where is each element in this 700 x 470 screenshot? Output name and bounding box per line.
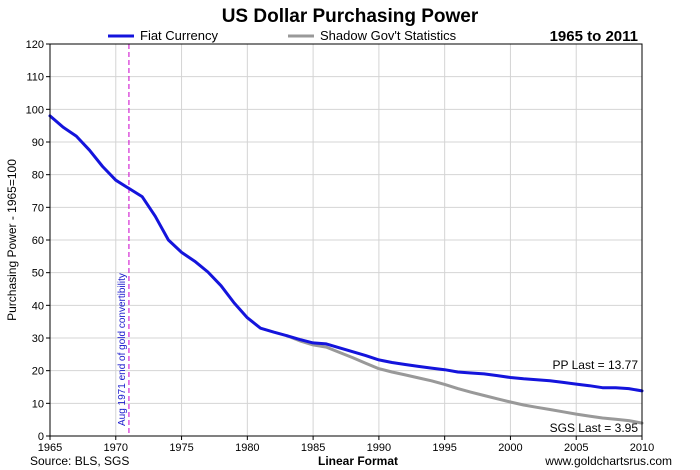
axis-ticks: 0 10 20 30 40 50 60 70 80 90 100 110 120 1965 1970 1975… (26, 39, 655, 454)
legend-label-sgs: Shadow Gov't Statistics (320, 28, 457, 43)
y-tick-label: 70 (32, 202, 44, 214)
gold-convertibility-label: Aug 1971 end of gold convertibility (117, 273, 128, 426)
y-tick-label: 10 (32, 398, 44, 410)
y-axis-label: Purchasing Power - 1965=100 (5, 159, 19, 321)
chart-subtitle: 1965 to 2011 (550, 28, 638, 45)
website-footer: www.goldchartsrus.com (544, 454, 672, 468)
x-tick-label: 1995 (432, 442, 456, 454)
x-tick-label: 2010 (630, 442, 654, 454)
y-tick-label: 100 (26, 104, 44, 116)
vertical-marker: Aug 1971 end of gold convertibility (117, 44, 130, 436)
y-tick-label: 0 (38, 431, 44, 443)
y-tick-label: 50 (32, 268, 44, 280)
y-tick-label: 120 (26, 39, 44, 51)
legend: Fiat Currency Shadow Gov't Statistics (108, 28, 457, 43)
y-tick-label: 20 (32, 366, 44, 378)
x-tick-label: 1965 (38, 442, 62, 454)
y-tick-label: 110 (26, 72, 44, 84)
source-footer: Source: BLS, SGS (30, 454, 129, 468)
sgs-last-annotation: SGS Last = 3.95 (550, 421, 639, 435)
grid (50, 44, 642, 436)
legend-label-fiat: Fiat Currency (140, 28, 219, 43)
series-layer (48, 114, 644, 425)
y-tick-label: 30 (32, 333, 44, 345)
x-tick-label: 1990 (367, 442, 391, 454)
series-line-sgs (285, 334, 644, 425)
x-tick-label: 1985 (301, 442, 325, 454)
x-tick-label: 1970 (104, 442, 128, 454)
x-tick-label: 2005 (564, 442, 588, 454)
y-tick-label: 60 (32, 235, 44, 247)
chart-title: US Dollar Purchasing Power (222, 6, 479, 27)
x-axis-label: Linear Format (318, 454, 398, 468)
series-line-fiat (48, 114, 644, 393)
y-tick-label: 40 (32, 300, 44, 312)
x-tick-label: 1980 (235, 442, 259, 454)
pp-last-annotation: PP Last = 13.77 (552, 358, 638, 372)
y-tick-label: 80 (32, 170, 44, 182)
x-tick-label: 2000 (498, 442, 522, 454)
y-tick-label: 90 (32, 137, 44, 149)
x-tick-label: 1975 (169, 442, 193, 454)
